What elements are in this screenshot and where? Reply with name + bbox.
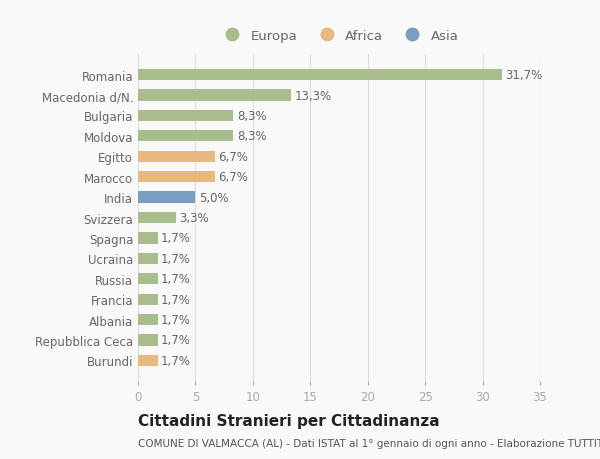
- Text: 1,7%: 1,7%: [161, 273, 191, 285]
- Text: 13,3%: 13,3%: [294, 90, 331, 102]
- Bar: [138, 253, 158, 264]
- Bar: [138, 355, 158, 366]
- Bar: [138, 233, 158, 244]
- Bar: [138, 111, 233, 122]
- Bar: [138, 131, 233, 142]
- Bar: [138, 192, 196, 203]
- Text: 6,7%: 6,7%: [218, 171, 248, 184]
- Bar: [138, 172, 215, 183]
- Text: 1,7%: 1,7%: [161, 354, 191, 367]
- Bar: [138, 151, 215, 162]
- Text: 1,7%: 1,7%: [161, 252, 191, 265]
- Bar: [138, 335, 158, 346]
- Text: 1,7%: 1,7%: [161, 313, 191, 326]
- Text: 31,7%: 31,7%: [506, 69, 543, 82]
- Text: COMUNE DI VALMACCA (AL) - Dati ISTAT al 1° gennaio di ogni anno - Elaborazione T: COMUNE DI VALMACCA (AL) - Dati ISTAT al …: [138, 438, 600, 448]
- Bar: [138, 314, 158, 325]
- Legend: Europa, Africa, Asia: Europa, Africa, Asia: [214, 24, 464, 48]
- Text: 8,3%: 8,3%: [237, 130, 266, 143]
- Text: 5,0%: 5,0%: [199, 191, 229, 204]
- Bar: [138, 274, 158, 285]
- Text: 1,7%: 1,7%: [161, 232, 191, 245]
- Bar: [138, 294, 158, 305]
- Text: 6,7%: 6,7%: [218, 151, 248, 163]
- Bar: [138, 213, 176, 224]
- Text: 1,7%: 1,7%: [161, 293, 191, 306]
- Text: 1,7%: 1,7%: [161, 334, 191, 347]
- Text: Cittadini Stranieri per Cittadinanza: Cittadini Stranieri per Cittadinanza: [138, 413, 440, 428]
- Text: 3,3%: 3,3%: [179, 212, 209, 224]
- Bar: [138, 70, 502, 81]
- Bar: [138, 90, 291, 101]
- Text: 8,3%: 8,3%: [237, 110, 266, 123]
